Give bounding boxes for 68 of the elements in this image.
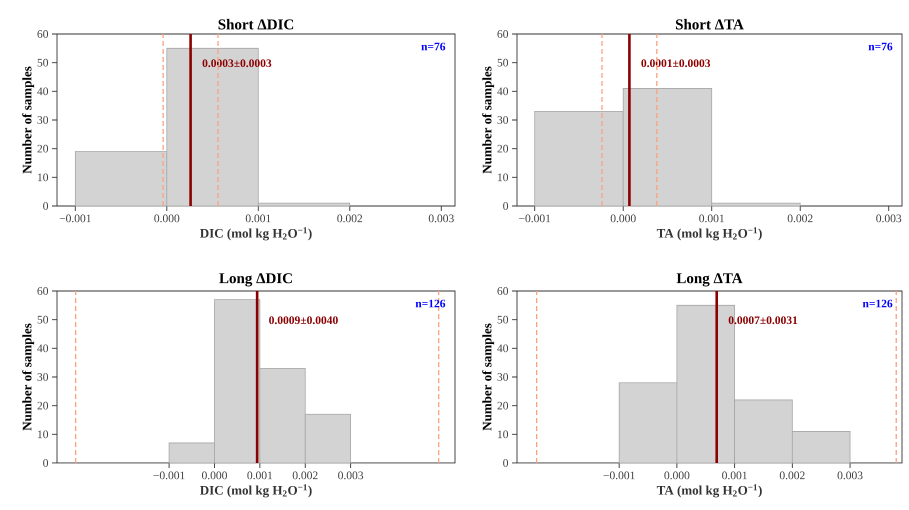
ref-line-label: 0.0007±0.0031 bbox=[728, 316, 798, 324]
y-tick-label: 60 bbox=[37, 30, 48, 38]
x-tick-label: 0.002 bbox=[337, 214, 362, 222]
annotation: n=76 bbox=[421, 42, 446, 50]
y-tick-label: 60 bbox=[37, 287, 48, 295]
x-tick-label: 0.000 bbox=[610, 214, 636, 222]
chart-title: Long ΔTA bbox=[676, 273, 742, 286]
y-tick-label: 50 bbox=[498, 58, 508, 67]
x-tick-label: −0.001 bbox=[604, 472, 635, 480]
x-tick-label: −0.001 bbox=[60, 214, 91, 222]
x-axis-title: DIC (mol kg H$_{2}$O$^{−1}$) bbox=[200, 227, 312, 240]
ref-line-label: 0.0001±0.0003 bbox=[641, 59, 710, 68]
y-tick-label: 0 bbox=[43, 202, 48, 210]
y-tick-label: 10 bbox=[498, 173, 508, 182]
y-tick-label: 10 bbox=[38, 173, 48, 182]
y-tick-label: 0 bbox=[503, 459, 508, 467]
y-tick-label: 20 bbox=[497, 402, 508, 410]
x-tick-label: 0.001 bbox=[722, 472, 747, 480]
y-tick-label: 40 bbox=[497, 344, 508, 352]
x-tick-label: 0.000 bbox=[154, 214, 180, 222]
x-tick-label: 0.003 bbox=[876, 214, 902, 222]
y-tick-label: 10 bbox=[498, 430, 508, 438]
ref-line-label: 0.0003±0.0003 bbox=[202, 59, 272, 68]
y-tick-label: 60 bbox=[497, 287, 508, 295]
y-tick-label: 30 bbox=[38, 373, 48, 381]
y-tick-label: 50 bbox=[38, 58, 48, 67]
x-axis-title: DIC (mol kg H$_{2}$O$^{−1}$) bbox=[200, 484, 312, 498]
y-tick-label: 0 bbox=[43, 459, 48, 467]
annotation: n=126 bbox=[416, 300, 446, 308]
chart-title: Short ΔTA bbox=[676, 18, 744, 30]
y-tick-label: 20 bbox=[497, 144, 508, 153]
x-tick-label: 0.003 bbox=[428, 214, 454, 222]
y-tick-label: 30 bbox=[498, 116, 508, 124]
chart-title: Short ΔDIC bbox=[218, 18, 294, 30]
x-tick-label: 0.002 bbox=[292, 472, 318, 480]
annotation: n=126 bbox=[862, 300, 892, 308]
y-tick-label: 40 bbox=[37, 344, 48, 352]
x-tick-label: 0.002 bbox=[788, 214, 813, 222]
ref-line-label: 0.0009±0.0040 bbox=[269, 316, 338, 324]
y-tick-label: 0 bbox=[503, 202, 508, 210]
y-tick-label: 30 bbox=[498, 373, 508, 381]
y-tick-label: 20 bbox=[37, 144, 48, 153]
y-axis-title: Number of samples bbox=[22, 324, 34, 431]
x-tick-label: 0.001 bbox=[246, 214, 271, 222]
x-tick-label: 0.000 bbox=[202, 472, 227, 480]
y-axis-title: Number of samples bbox=[482, 66, 494, 174]
x-tick-label: −0.001 bbox=[519, 214, 550, 222]
x-tick-label: 0.001 bbox=[247, 472, 272, 480]
y-tick-label: 30 bbox=[38, 116, 48, 124]
x-tick-label: 0.001 bbox=[699, 214, 724, 222]
y-tick-label: 50 bbox=[498, 316, 508, 324]
y-tick-label: 40 bbox=[497, 87, 508, 96]
x-tick-label: 0.000 bbox=[664, 472, 690, 480]
x-tick-label: 0.003 bbox=[338, 472, 364, 480]
y-axis-title: Number of samples bbox=[482, 324, 494, 431]
chart-title: Long ΔDIC bbox=[219, 273, 292, 286]
annotation: n=76 bbox=[868, 42, 892, 50]
x-axis-title: TA (mol kg H$_{2}$O$^{−1}$) bbox=[656, 484, 762, 498]
y-tick-label: 20 bbox=[37, 402, 48, 410]
x-tick-label: 0.003 bbox=[838, 472, 863, 480]
y-tick-label: 50 bbox=[38, 316, 48, 324]
x-tick-label: 0.002 bbox=[780, 472, 805, 480]
y-tick-label: 60 bbox=[497, 30, 508, 38]
y-tick-label: 40 bbox=[37, 87, 48, 96]
y-tick-label: 10 bbox=[38, 430, 48, 438]
y-axis-title: Number of samples bbox=[22, 66, 34, 174]
x-tick-label: −0.001 bbox=[154, 472, 185, 480]
x-axis-title: TA (mol kg H$_{2}$O$^{−1}$) bbox=[656, 227, 762, 240]
